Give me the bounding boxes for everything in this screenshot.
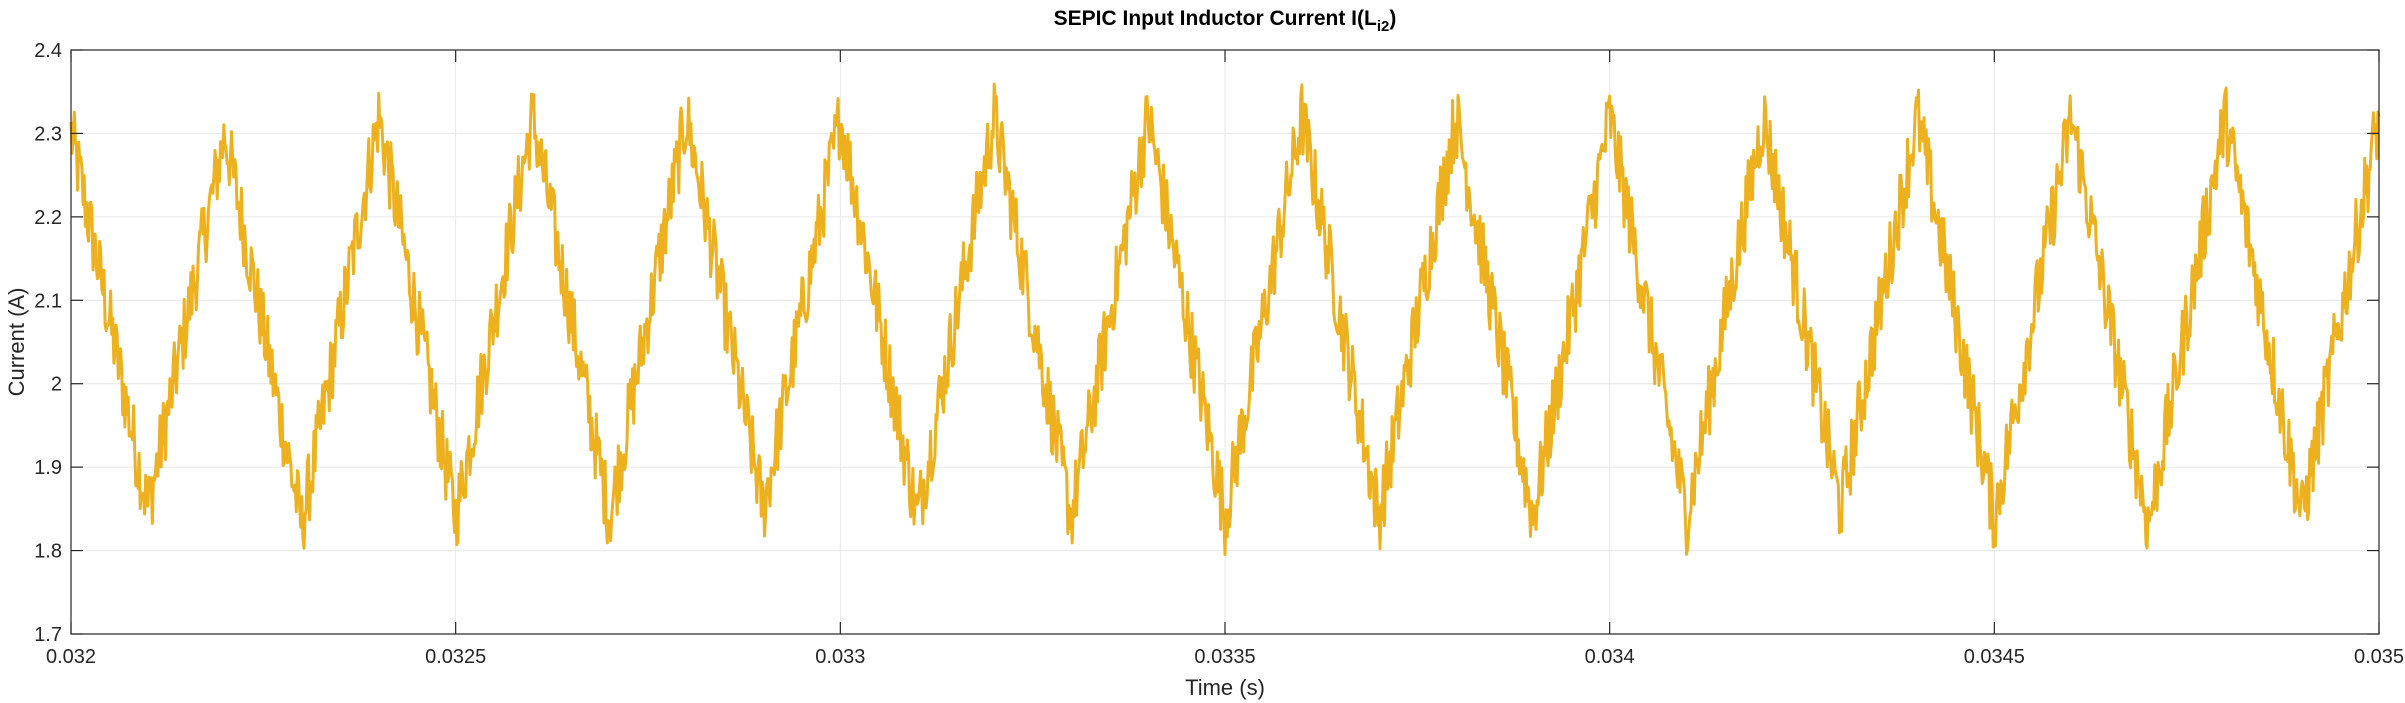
y-axis-label: Current (A) [4, 288, 29, 397]
chart-title-subscript: i2 [1377, 18, 1390, 35]
series-line [69, 82, 2381, 556]
y-tick-label: 1.9 [34, 457, 62, 479]
x-tick-label: 0.0325 [425, 646, 486, 668]
x-tick-label: 0.034 [1585, 646, 1635, 668]
y-tick-label: 2.2 [34, 207, 62, 229]
y-tick-label: 2 [51, 374, 62, 396]
x-axis-label: Time (s) [1185, 675, 1265, 700]
x-tick-label: 0.032 [46, 646, 96, 668]
axis-ticks: 0.032 0.0325 0.033 0.0335 0.034 0.0345 0.035 1.… [34, 40, 2404, 668]
x-tick-label: 0.033 [815, 646, 865, 668]
y-tick-label: 1.8 [34, 541, 62, 563]
chart-title-end: ) [1389, 7, 1396, 30]
y-tick-label: 2.1 [34, 290, 62, 312]
y-tick-label: 2.3 [34, 123, 62, 145]
chart-title: SEPIC Input Inductor Current I(Li2) [1054, 7, 1397, 35]
x-tick-label: 0.0345 [1964, 646, 2025, 668]
chart-title-main: SEPIC Input Inductor Current I(L [1054, 7, 1377, 30]
x-tick-label: 0.0335 [1194, 646, 1255, 668]
y-tick-label: 1.7 [34, 624, 62, 646]
x-tick-label: 0.035 [2354, 646, 2404, 668]
y-tick-label: 2.4 [34, 40, 62, 62]
